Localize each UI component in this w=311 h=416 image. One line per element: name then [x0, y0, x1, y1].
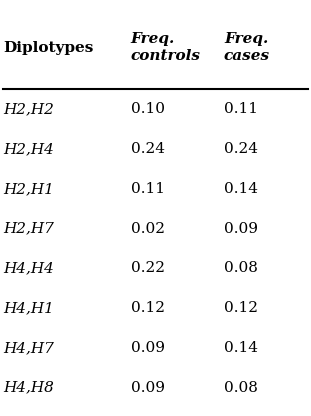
Text: 0.09: 0.09	[131, 341, 165, 355]
Text: 0.24: 0.24	[224, 142, 258, 156]
Text: H2,H2: H2,H2	[3, 102, 54, 116]
Text: H4,H7: H4,H7	[3, 341, 54, 355]
Text: 0.12: 0.12	[131, 301, 165, 315]
Text: 0.09: 0.09	[224, 222, 258, 236]
Text: Diplotypes: Diplotypes	[3, 41, 94, 55]
Text: 0.02: 0.02	[131, 222, 165, 236]
Text: H2,H1: H2,H1	[3, 182, 54, 196]
Text: H4,H1: H4,H1	[3, 301, 54, 315]
Text: 0.08: 0.08	[224, 381, 258, 395]
Text: Freq.
cases: Freq. cases	[224, 32, 270, 64]
Text: H2,H7: H2,H7	[3, 222, 54, 236]
Text: 0.12: 0.12	[224, 301, 258, 315]
Text: Freq.
controls: Freq. controls	[131, 32, 201, 64]
Text: H2,H4: H2,H4	[3, 142, 54, 156]
Text: 0.22: 0.22	[131, 261, 165, 275]
Text: 0.14: 0.14	[224, 341, 258, 355]
Text: 0.09: 0.09	[131, 381, 165, 395]
Text: H4,H8: H4,H8	[3, 381, 54, 395]
Text: 0.14: 0.14	[224, 182, 258, 196]
Text: H4,H4: H4,H4	[3, 261, 54, 275]
Text: 0.10: 0.10	[131, 102, 165, 116]
Text: 0.11: 0.11	[131, 182, 165, 196]
Text: 0.11: 0.11	[224, 102, 258, 116]
Text: 0.24: 0.24	[131, 142, 165, 156]
Text: 0.08: 0.08	[224, 261, 258, 275]
